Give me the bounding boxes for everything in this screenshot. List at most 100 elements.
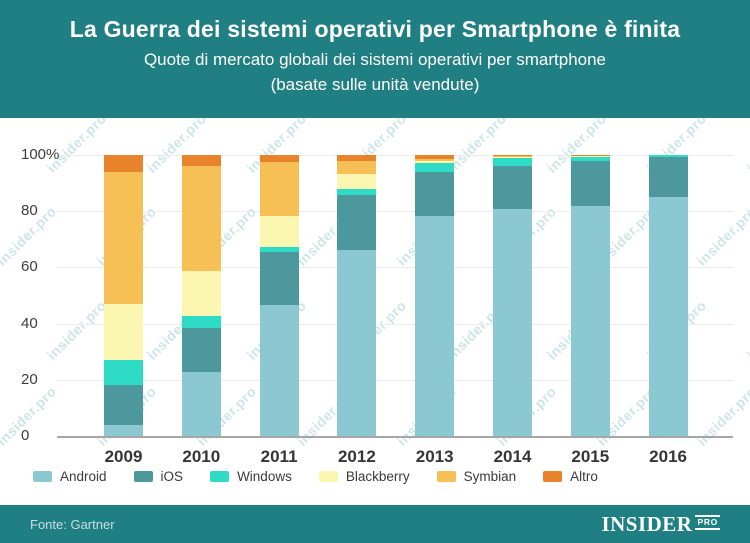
gridline xyxy=(57,211,733,213)
bar-segment-2012-altro xyxy=(337,155,377,161)
bar-2009 xyxy=(104,155,143,436)
legend-label-android: Android xyxy=(60,469,107,484)
bar-2015 xyxy=(570,155,610,436)
legend-label-ios: iOS xyxy=(160,469,184,484)
y-tick-label: 100% xyxy=(21,146,60,163)
page-subtitle-line2: (basate sulle unità vendute) xyxy=(270,75,480,94)
bar-2014 xyxy=(493,155,532,436)
bar-segment-2013-android xyxy=(415,215,455,436)
source-credit: Fonte: Gartner xyxy=(30,516,115,532)
header-banner: La Guerra dei sistemi operativi per Smar… xyxy=(0,0,750,118)
bar-segment-2009-windows xyxy=(104,360,143,385)
bar-segment-2012-windows xyxy=(337,189,377,196)
legend-item-blackberry: Blackberry xyxy=(318,469,410,484)
bar-segment-2014-symbian xyxy=(493,156,532,157)
bar-segment-2013-altro xyxy=(415,155,455,159)
bar-segment-2009-symbian xyxy=(104,172,143,305)
bar-segment-2012-ios xyxy=(337,195,377,250)
bar-segment-2012-symbian xyxy=(337,160,377,174)
legend-item-symbian: Symbian xyxy=(436,469,517,484)
bar-segment-2015-blackberry xyxy=(570,155,610,157)
bar-segment-2015-windows xyxy=(570,156,610,161)
y-tick-label: 80 xyxy=(21,202,38,220)
bar-segment-2012-blackberry xyxy=(337,173,377,190)
y-tick-label: 60 xyxy=(21,258,38,276)
bar-segment-2011-ios xyxy=(259,252,299,306)
x-tick-label-2011: 2011 xyxy=(260,447,298,466)
insider-pro-logo: INSIDER PRO xyxy=(601,512,720,537)
legend-swatch-symbian xyxy=(436,471,456,482)
legend-label-altro: Altro xyxy=(570,469,598,484)
x-tick-label-2010: 2010 xyxy=(182,447,221,466)
bar-segment-2010-android xyxy=(181,372,221,436)
bar-segment-2013-ios xyxy=(415,171,455,216)
bar-segment-2010-altro xyxy=(181,155,221,166)
logo-pro-badge: PRO xyxy=(695,514,720,530)
bar-2013 xyxy=(415,155,455,436)
bar-segment-2015-ios xyxy=(570,160,610,206)
legend-item-windows: Windows xyxy=(210,469,292,484)
bar-segment-2016-android xyxy=(648,197,688,436)
y-tick-label: 0 xyxy=(21,427,30,444)
legend-item-ios: iOS xyxy=(133,469,184,484)
chart-legend: Android iOS Windows Blackberry Symbian Altro xyxy=(33,469,598,484)
bar-segment-2011-android xyxy=(259,305,299,436)
legend-item-android: Android xyxy=(33,469,107,484)
legend-swatch-blackberry xyxy=(318,471,338,482)
bar-segment-2010-ios xyxy=(181,328,221,373)
bar-2016 xyxy=(648,155,688,436)
bar-segment-2014-blackberry xyxy=(493,156,532,159)
legend-swatch-windows xyxy=(210,471,230,482)
bar-2011 xyxy=(259,155,299,436)
bar-segment-2013-windows xyxy=(415,162,455,172)
legend-swatch-android xyxy=(33,471,52,482)
legend-item-altro: Altro xyxy=(543,469,598,484)
gridline xyxy=(57,379,733,381)
bar-segment-2010-blackberry xyxy=(181,271,221,317)
page-title: La Guerra dei sistemi operativi per Smar… xyxy=(69,16,681,42)
y-tick-label: 40 xyxy=(21,314,38,332)
page-subtitle-line1: Quote di mercato globali dei sistemi ope… xyxy=(143,50,607,69)
bar-segment-2009-ios xyxy=(104,384,143,426)
bar-segment-2015-android xyxy=(570,205,610,436)
bar-segment-2015-altro xyxy=(570,155,610,156)
bar-segment-2011-symbian xyxy=(259,162,299,217)
logo-main-text: INSIDER xyxy=(601,511,693,536)
bar-segment-2009-blackberry xyxy=(104,304,143,361)
x-tick-label-2015: 2015 xyxy=(571,447,610,466)
bar-segment-2014-ios xyxy=(493,165,532,210)
bar-segment-2014-android xyxy=(493,209,532,436)
footer-bar: Fonte: Gartner INSIDER PRO xyxy=(0,505,750,543)
x-tick-label-2012: 2012 xyxy=(337,447,376,466)
legend-label-symbian: Symbian xyxy=(463,469,517,484)
bar-segment-2010-symbian xyxy=(181,165,221,272)
legend-label-blackberry: Blackberry xyxy=(345,469,410,484)
gridline xyxy=(57,155,733,156)
bar-segment-2012-android xyxy=(337,249,377,436)
bar-segment-2013-symbian xyxy=(415,158,455,162)
chart-section: 100% 80 60 40 20 0 2009 2010 2011 2012 2013 2014 20… xyxy=(0,118,750,505)
legend-swatch-ios xyxy=(133,471,153,482)
y-tick-label: 20 xyxy=(21,370,38,388)
bar-segment-2013-blackberry xyxy=(415,161,455,163)
x-tick-label-2013: 2013 xyxy=(415,447,454,466)
x-tick-label-2014: 2014 xyxy=(493,447,532,466)
bar-segment-2011-altro xyxy=(259,155,299,163)
bar-segment-2016-ios xyxy=(648,156,688,198)
bar-2010 xyxy=(181,155,221,436)
bar-2012 xyxy=(337,155,377,436)
gridline xyxy=(57,323,733,325)
bar-segment-2009-altro xyxy=(104,155,143,173)
bar-segment-2014-altro xyxy=(493,155,532,157)
bar-segment-2014-windows xyxy=(493,158,532,166)
bar-segment-2011-blackberry xyxy=(259,216,299,247)
bar-segment-2010-windows xyxy=(181,316,221,329)
bar-segment-2011-windows xyxy=(259,246,299,253)
x-tick-label-2016: 2016 xyxy=(649,447,687,466)
legend-label-windows: Windows xyxy=(237,469,292,484)
gridline xyxy=(57,267,733,269)
bar-segment-2016-windows xyxy=(648,155,688,157)
plot-area xyxy=(57,155,733,438)
bar-segment-2009-android xyxy=(104,425,143,436)
